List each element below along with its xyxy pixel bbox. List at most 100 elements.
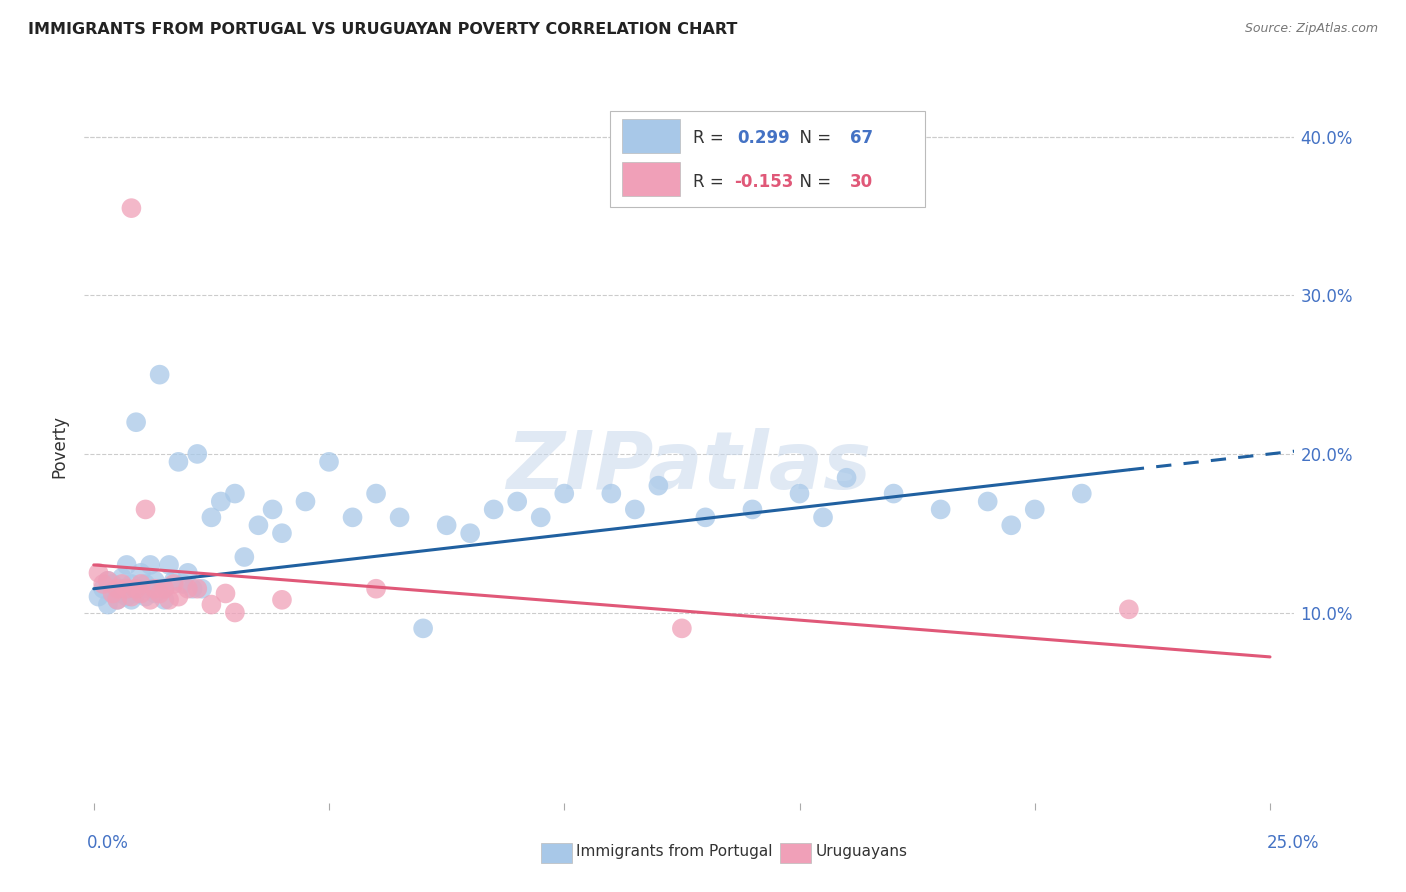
Point xyxy=(294,494,316,508)
Point xyxy=(149,368,172,382)
Point xyxy=(364,582,387,596)
Point xyxy=(139,592,162,607)
Point xyxy=(105,582,128,596)
Point xyxy=(482,502,505,516)
Point xyxy=(167,455,190,469)
Point xyxy=(695,510,717,524)
Point xyxy=(271,592,294,607)
Text: N =: N = xyxy=(789,173,837,191)
Point xyxy=(224,606,246,620)
Point xyxy=(177,582,200,596)
Point xyxy=(506,494,529,508)
Text: 67: 67 xyxy=(849,128,873,146)
Point xyxy=(153,582,176,596)
Point xyxy=(835,471,858,485)
Text: 0.299: 0.299 xyxy=(737,128,790,146)
Point xyxy=(129,582,152,596)
Point xyxy=(129,566,152,580)
Point xyxy=(436,518,458,533)
Point xyxy=(143,574,166,588)
Point xyxy=(111,571,134,585)
Point xyxy=(883,486,905,500)
Point xyxy=(139,582,162,596)
Point xyxy=(458,526,481,541)
Text: Immigrants from Portugal: Immigrants from Portugal xyxy=(576,845,773,859)
Point xyxy=(111,582,134,596)
Point xyxy=(224,486,246,500)
Point xyxy=(600,486,623,500)
Point xyxy=(135,577,157,591)
FancyBboxPatch shape xyxy=(623,162,681,196)
Point xyxy=(87,590,110,604)
Point xyxy=(153,592,176,607)
Point xyxy=(97,574,120,588)
Point xyxy=(149,586,172,600)
Point xyxy=(530,510,553,524)
Text: 25.0%: 25.0% xyxy=(1267,834,1319,852)
Point xyxy=(129,586,152,600)
Point xyxy=(181,582,204,596)
Point xyxy=(209,494,232,508)
Text: Uruguayans: Uruguayans xyxy=(815,845,907,859)
Point xyxy=(139,558,162,572)
Point xyxy=(105,592,128,607)
Point xyxy=(101,577,124,591)
Text: 30: 30 xyxy=(849,173,873,191)
Point xyxy=(105,586,128,600)
Point xyxy=(1000,518,1022,533)
Point xyxy=(97,574,120,588)
Point xyxy=(200,598,222,612)
Point xyxy=(143,582,166,596)
Point xyxy=(929,502,952,516)
Point xyxy=(318,455,340,469)
Point xyxy=(1118,602,1140,616)
FancyBboxPatch shape xyxy=(610,111,925,207)
Point xyxy=(129,577,152,591)
Point xyxy=(172,577,194,591)
Point xyxy=(177,566,200,580)
Point xyxy=(135,502,157,516)
Text: IMMIGRANTS FROM PORTUGAL VS URUGUAYAN POVERTY CORRELATION CHART: IMMIGRANTS FROM PORTUGAL VS URUGUAYAN PO… xyxy=(28,22,738,37)
Point xyxy=(97,598,120,612)
Point xyxy=(91,577,114,591)
Text: Source: ZipAtlas.com: Source: ZipAtlas.com xyxy=(1244,22,1378,36)
Point xyxy=(741,502,763,516)
Point xyxy=(388,510,411,524)
Point xyxy=(87,566,110,580)
Point xyxy=(120,592,142,607)
Text: R =: R = xyxy=(693,128,728,146)
Point xyxy=(120,590,142,604)
Text: 0.0%: 0.0% xyxy=(87,834,129,852)
Point xyxy=(191,582,214,596)
Point xyxy=(125,415,148,429)
Point xyxy=(101,586,124,600)
Point xyxy=(163,574,186,588)
Text: ZIPatlas: ZIPatlas xyxy=(506,428,872,507)
Point xyxy=(200,510,222,524)
Point xyxy=(167,590,190,604)
Point xyxy=(271,526,294,541)
Point xyxy=(157,558,180,572)
Point xyxy=(115,582,138,596)
Point xyxy=(115,590,138,604)
Point xyxy=(135,590,157,604)
Point xyxy=(186,582,208,596)
Point xyxy=(120,201,142,215)
Point xyxy=(157,592,180,607)
Point xyxy=(789,486,811,500)
Point xyxy=(115,558,138,572)
Point xyxy=(364,486,387,500)
Point xyxy=(143,586,166,600)
Point xyxy=(125,586,148,600)
Point xyxy=(671,621,693,635)
Text: N =: N = xyxy=(789,128,837,146)
Text: R =: R = xyxy=(693,173,728,191)
Point xyxy=(105,592,128,607)
Point xyxy=(233,549,256,564)
Point xyxy=(976,494,998,508)
Point xyxy=(91,582,114,596)
Point xyxy=(412,621,434,635)
Point xyxy=(247,518,270,533)
Point xyxy=(262,502,284,516)
Point xyxy=(647,478,669,492)
